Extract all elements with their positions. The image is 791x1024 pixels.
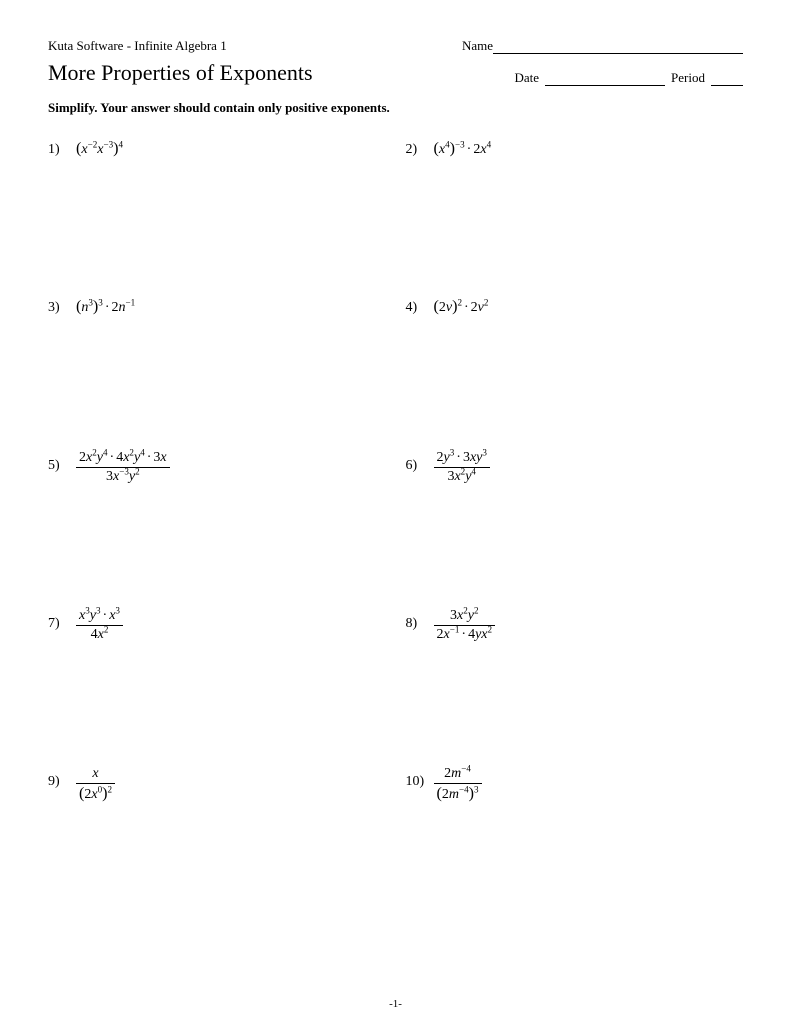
problem-number: 5) — [48, 450, 68, 474]
header-row-1: Kuta Software - Infinite Algebra 1 Name — [48, 38, 743, 54]
problem-expression: 2m−4 (2m−4)3 — [434, 766, 482, 803]
date-period-block: Date Period — [515, 70, 744, 86]
problem-expression: 3x2y2 2x−1·4yx2 — [434, 608, 496, 643]
problem-number: 9) — [48, 766, 68, 790]
worksheet-page: Kuta Software - Infinite Algebra 1 Name … — [0, 0, 791, 1024]
date-blank[interactable] — [545, 73, 665, 86]
problem-number: 7) — [48, 608, 68, 632]
problem-expression: (2v)2·2v2 — [434, 292, 489, 316]
problem-9: 9) x (2x0)2 — [48, 766, 386, 924]
problem-number: 10) — [406, 766, 426, 790]
page-footer: -1- — [0, 998, 791, 1010]
name-label: Name — [462, 38, 493, 54]
problem-3: 3) (n3)3·2n−1 — [48, 292, 386, 450]
problem-number: 8) — [406, 608, 426, 632]
problems-grid: 1) (x−2x−3)4 2) (x4)−3·2x4 3) (n3)3·2n−1… — [48, 134, 743, 924]
problem-8: 8) 3x2y2 2x−1·4yx2 — [406, 608, 744, 766]
problem-number: 4) — [406, 292, 426, 316]
date-label: Date — [515, 70, 540, 86]
problem-1: 1) (x−2x−3)4 — [48, 134, 386, 292]
problem-expression: 2x2y4·4x2y4·3x 3x−3y2 — [76, 450, 170, 485]
problem-7: 7) x3y3·x3 4x2 — [48, 608, 386, 766]
problem-expression: (x4)−3·2x4 — [434, 134, 492, 158]
problem-2: 2) (x4)−3·2x4 — [406, 134, 744, 292]
problem-number: 6) — [406, 450, 426, 474]
problem-10: 10) 2m−4 (2m−4)3 — [406, 766, 744, 924]
header-row-2: More Properties of Exponents Date Period — [48, 60, 743, 86]
period-label: Period — [671, 70, 705, 86]
problem-number: 1) — [48, 134, 68, 158]
problem-expression: (n3)3·2n−1 — [76, 292, 135, 316]
problem-expression: x (2x0)2 — [76, 766, 115, 803]
instructions: Simplify. Your answer should contain onl… — [48, 100, 743, 116]
period-blank[interactable] — [711, 73, 743, 86]
name-field: Name — [462, 38, 743, 54]
software-line: Kuta Software - Infinite Algebra 1 — [48, 38, 227, 54]
problem-4: 4) (2v)2·2v2 — [406, 292, 744, 450]
page-title: More Properties of Exponents — [48, 60, 313, 86]
name-blank[interactable] — [493, 41, 743, 54]
problem-number: 2) — [406, 134, 426, 158]
problem-expression: 2y3·3xy3 3x2y4 — [434, 450, 490, 485]
problem-number: 3) — [48, 292, 68, 316]
problem-expression: (x−2x−3)4 — [76, 134, 123, 158]
problem-expression: x3y3·x3 4x2 — [76, 608, 123, 643]
problem-5: 5) 2x2y4·4x2y4·3x 3x−3y2 — [48, 450, 386, 608]
problem-6: 6) 2y3·3xy3 3x2y4 — [406, 450, 744, 608]
